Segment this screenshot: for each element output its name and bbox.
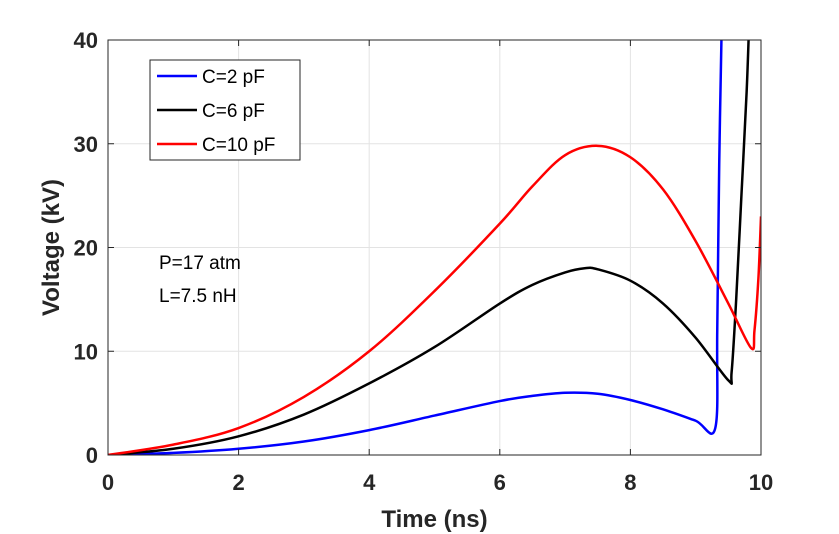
y-tick-label: 0 — [86, 443, 98, 468]
annotation-inductance: L=7.5 nH — [159, 286, 237, 307]
x-axis-label: Time (ns) — [381, 506, 487, 533]
legend: C=2 pF C=6 pF C=10 pF — [149, 59, 301, 161]
x-tick-label: 8 — [624, 470, 636, 495]
x-tick-label: 4 — [363, 470, 376, 495]
x-tick-label: 6 — [494, 470, 506, 495]
series-line-2 — [108, 40, 750, 455]
series-line-3 — [108, 144, 761, 455]
legend-entry-3: C=10 pF — [202, 135, 275, 156]
x-tick-label: 0 — [102, 470, 114, 495]
ticks: 0 2 4 6 8 10 0 10 20 30 40 — [74, 28, 774, 495]
y-tick-label: 20 — [74, 236, 98, 261]
series-line-1 — [108, 40, 723, 455]
legend-entry-1: C=2 pF — [202, 67, 265, 88]
annotation-pressure: P=17 atm — [159, 253, 241, 274]
y-axis-label: Voltage (kV) — [38, 179, 65, 316]
y-tick-label: 10 — [74, 339, 98, 364]
x-tick-label: 2 — [232, 470, 244, 495]
y-tick-label: 40 — [74, 28, 98, 53]
y-tick-label: 30 — [74, 132, 98, 157]
legend-entry-2: C=6 pF — [202, 101, 265, 122]
x-tick-label: 10 — [749, 470, 773, 495]
series-layer — [108, 40, 761, 455]
